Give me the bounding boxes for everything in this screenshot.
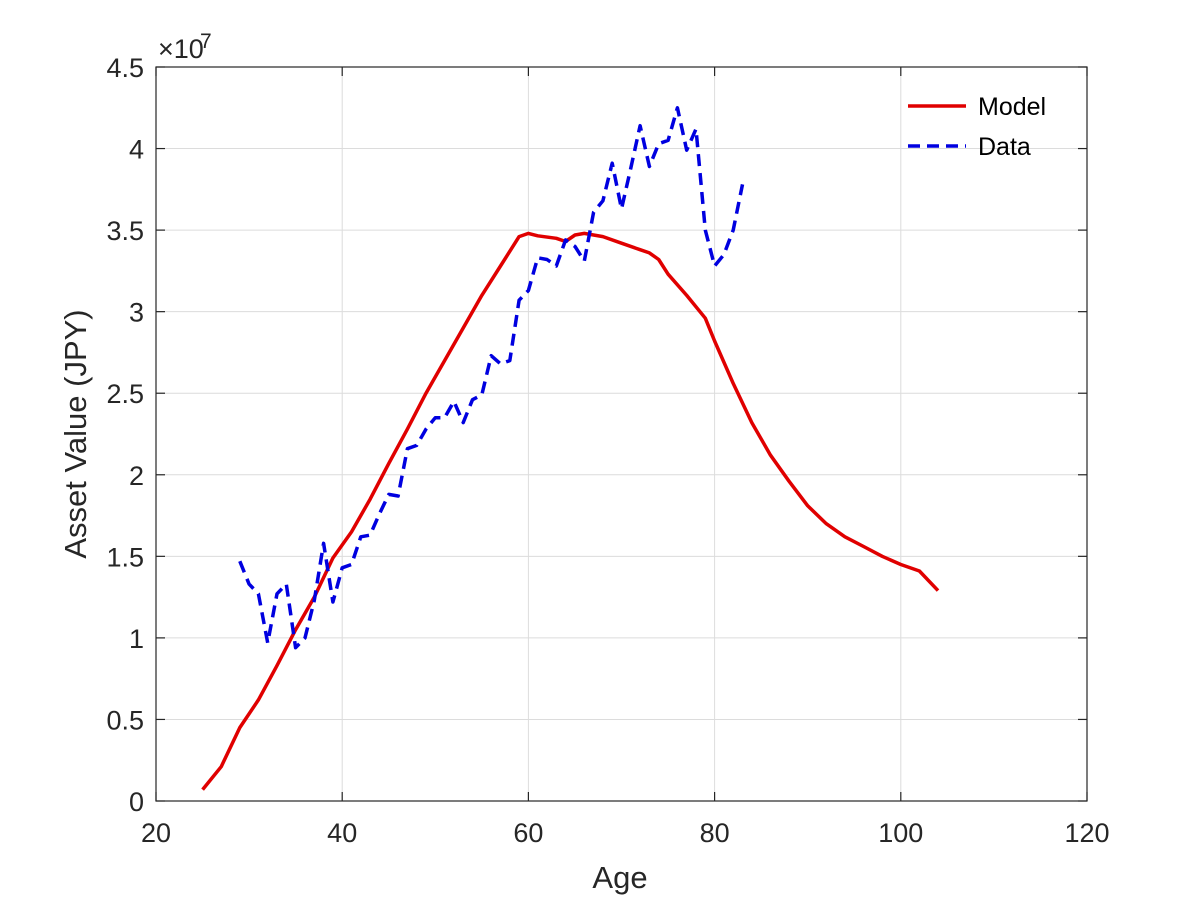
y-tick-label: 0.5 bbox=[106, 705, 144, 735]
legend: Model Data bbox=[908, 93, 1046, 161]
y-tick-label: 2 bbox=[129, 461, 144, 491]
x-tick-label: 60 bbox=[513, 818, 543, 848]
legend-data-label: Data bbox=[978, 133, 1031, 161]
series-line-model bbox=[201, 231, 940, 791]
y-tick-label: 3.5 bbox=[106, 216, 144, 246]
y-exponent-base: ×10 bbox=[158, 34, 204, 64]
y-tick-label: 1 bbox=[129, 624, 144, 654]
x-tick-label: 20 bbox=[141, 818, 171, 848]
y-tick-label: 1.5 bbox=[106, 542, 144, 572]
y-tick-label: 3 bbox=[129, 298, 144, 328]
y-tick-label: 0 bbox=[129, 787, 144, 817]
legend-model-label: Model bbox=[978, 93, 1046, 121]
y-exponent-label: ×10 7 bbox=[158, 30, 212, 64]
series-line-data bbox=[238, 106, 745, 650]
x-tick-label: 80 bbox=[700, 818, 730, 848]
y-tick-label: 4.5 bbox=[106, 53, 144, 83]
x-tick-label: 100 bbox=[878, 818, 923, 848]
y-exponent-power: 7 bbox=[200, 30, 212, 53]
x-axis-label: Age bbox=[592, 860, 647, 895]
y-tick-label: 4 bbox=[129, 135, 144, 165]
y-axis-label: Asset Value (JPY) bbox=[58, 309, 93, 558]
axis-ticks: 20 40 60 80 100 120 0 0.5 1 1.5 2 2.5 3 3.5 4 4.5 bbox=[106, 53, 1109, 848]
y-tick-label: 2.5 bbox=[106, 379, 144, 409]
grid bbox=[155, 66, 1088, 802]
x-tick-label: 40 bbox=[327, 818, 357, 848]
plot-area-frame bbox=[155, 66, 1088, 802]
x-tick-label: 120 bbox=[1064, 818, 1109, 848]
series-group bbox=[201, 106, 940, 791]
